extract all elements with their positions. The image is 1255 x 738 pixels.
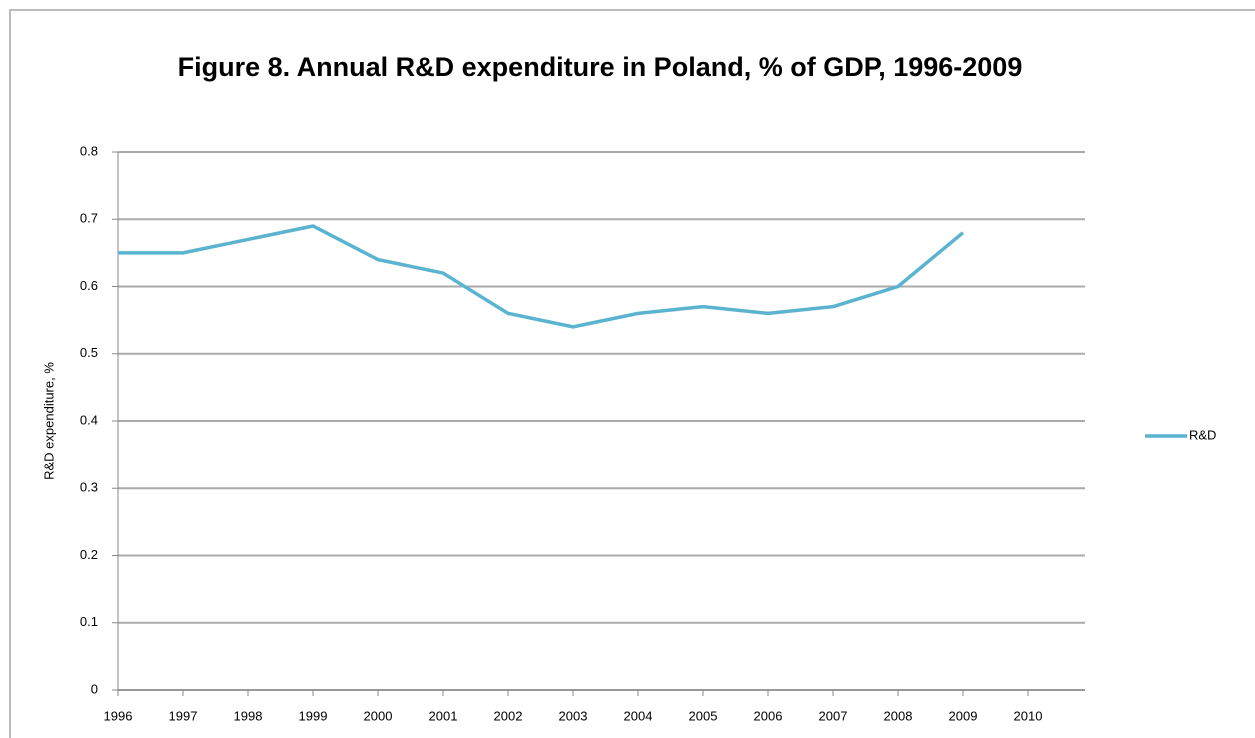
- chart-title: Figure 8. Annual R&D expenditure in Pola…: [177, 52, 1023, 82]
- x-tick-label: 2010: [1014, 708, 1043, 723]
- legend-label: R&D: [1189, 427, 1216, 442]
- y-tick-label: 0.2: [80, 547, 98, 562]
- x-tick-label: 2007: [819, 708, 848, 723]
- x-tick-label: 2008: [884, 708, 913, 723]
- x-tick-label: 2003: [559, 708, 588, 723]
- x-tick-label: 1997: [169, 708, 198, 723]
- y-tick-label: 0.3: [80, 480, 98, 495]
- x-tick-label: 2006: [754, 708, 783, 723]
- y-tick-label: 0.5: [80, 345, 98, 360]
- y-tick-label: 0.1: [80, 614, 98, 629]
- x-tick-label: 2005: [689, 708, 718, 723]
- x-tick-label: 1999: [299, 708, 328, 723]
- y-tick-label: 0.6: [80, 278, 98, 293]
- y-tick-label: 0.7: [80, 211, 98, 226]
- data-line: [118, 224, 965, 329]
- x-tick-label: 2000: [364, 708, 393, 723]
- x-tick-label: 2009: [949, 708, 978, 723]
- y-tick-label: 0.8: [80, 143, 98, 158]
- y-tick-label: 0.4: [80, 412, 98, 427]
- chart-border: [9, 9, 1255, 738]
- y-axis-label: R&D expenditure, %: [41, 362, 56, 480]
- y-tick-label: 0: [91, 681, 98, 696]
- x-tick-label: 2002: [494, 708, 523, 723]
- x-tick-label: 2004: [624, 708, 653, 723]
- x-tick-label: 1998: [234, 708, 263, 723]
- x-tick-label: 1996: [104, 708, 133, 723]
- x-tick-label: 2001: [429, 708, 458, 723]
